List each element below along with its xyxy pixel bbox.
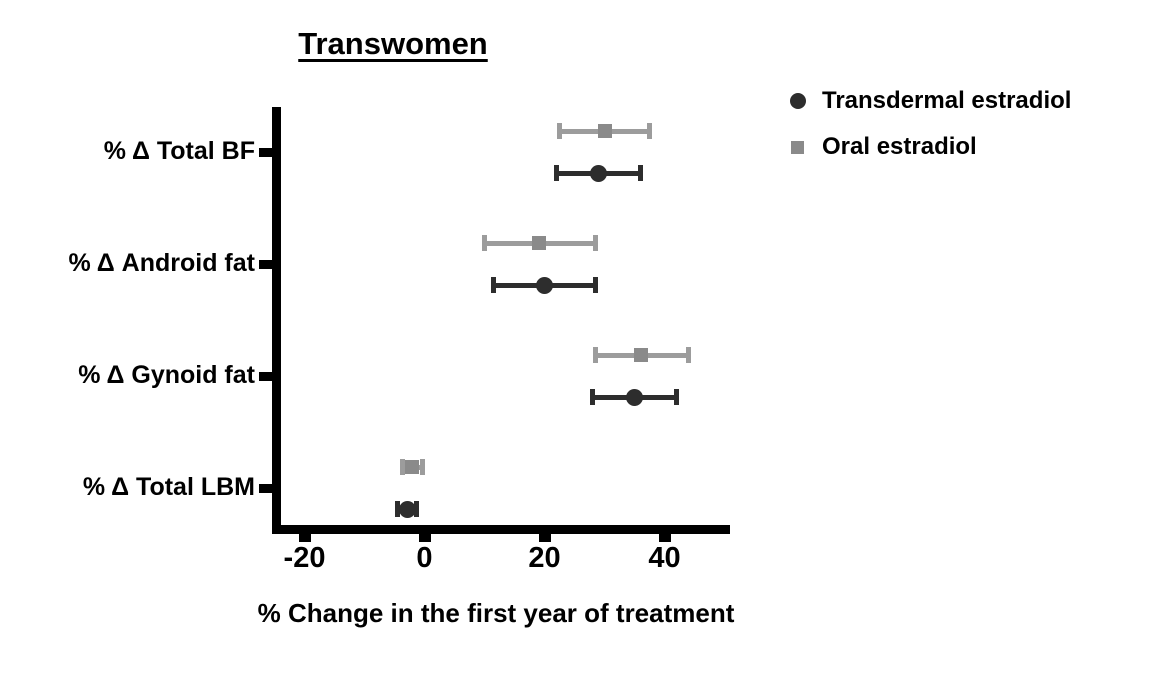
data-point-circle	[626, 388, 643, 406]
error-bar-cap-right	[414, 501, 420, 517]
data-point-square	[597, 124, 612, 138]
y-axis-tick	[259, 148, 273, 157]
data-point-square	[404, 460, 419, 474]
legend-circle-icon	[790, 93, 806, 109]
error-bar-cap-left	[491, 277, 496, 293]
error-bar-cap-left	[399, 459, 405, 475]
y-axis-tick	[259, 260, 273, 269]
legend-label: Oral estradiol	[822, 133, 977, 160]
x-axis-spine	[272, 525, 730, 534]
data-point-circle	[590, 164, 607, 182]
x-tick-label: 20	[528, 542, 561, 574]
data-point-square	[531, 236, 546, 250]
data-point-circle	[536, 276, 553, 294]
legend-label: Transdermal estradiol	[822, 87, 1072, 114]
data-point-square	[633, 348, 648, 362]
x-axis-tick	[418, 531, 431, 542]
chart-title: Transwomen	[298, 26, 488, 61]
x-axis-label: % Change in the first year of treatment	[257, 598, 735, 628]
category-label: % Δ Android fat	[68, 249, 255, 277]
x-axis-tick	[658, 531, 671, 542]
error-bar-cap-right	[593, 235, 598, 251]
error-bar-cap-left	[590, 389, 595, 405]
category-label: % Δ Total BF	[103, 137, 255, 165]
x-tick-label: 40	[648, 542, 681, 574]
error-bar-cap-right	[674, 389, 679, 405]
error-bar-cap-left	[593, 347, 598, 363]
y-axis-tick	[259, 484, 273, 493]
legend-square-icon	[791, 140, 804, 154]
x-axis-tick	[538, 531, 551, 542]
error-bar-cap-left	[557, 123, 562, 139]
error-bar-cap-right	[593, 277, 598, 293]
error-bar-cap-left	[554, 165, 559, 181]
y-axis-tick	[259, 372, 273, 381]
data-point-circle	[399, 500, 417, 518]
category-label: % Δ Gynoid fat	[78, 361, 255, 389]
error-bar-cap-left	[395, 501, 400, 517]
x-tick-label: 0	[416, 542, 433, 574]
error-bar-cap-left	[482, 235, 487, 251]
y-axis-spine	[272, 107, 281, 534]
error-bar-cap-right	[647, 123, 652, 139]
x-tick-label: -20	[283, 542, 326, 574]
error-bar-cap-right	[419, 459, 425, 475]
x-axis-tick	[298, 531, 311, 542]
category-label: % Δ Total LBM	[82, 473, 255, 501]
error-bar-cap-right	[686, 347, 691, 363]
error-bar-cap-right	[638, 165, 643, 181]
